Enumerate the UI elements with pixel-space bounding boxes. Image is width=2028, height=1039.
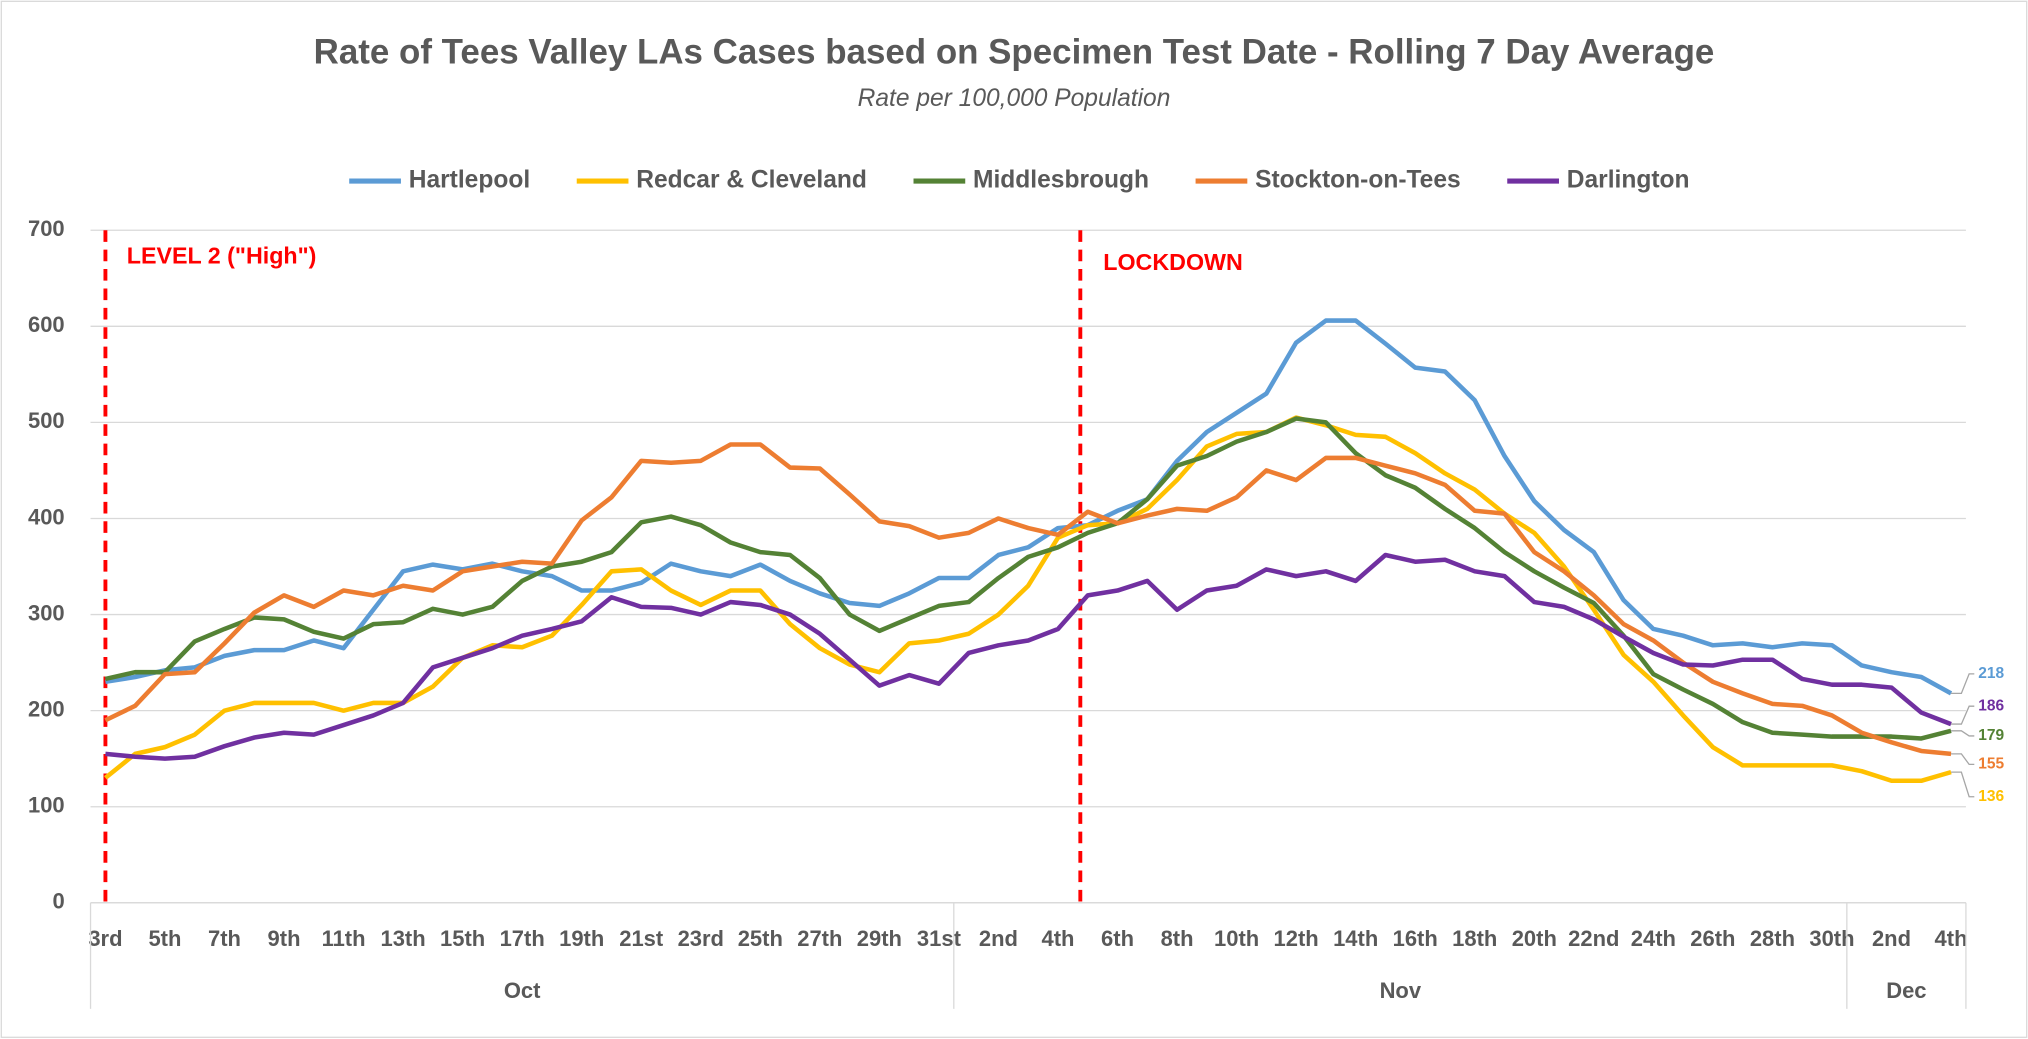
- x-tick-label: 30th: [1809, 926, 1854, 951]
- legend-label: Stockton-on-Tees: [1255, 167, 1461, 194]
- series-line: [103, 415, 1952, 784]
- legend-label: Middlesbrough: [973, 167, 1149, 194]
- data-label: 186: [1978, 697, 2004, 714]
- series-line: [105, 318, 1953, 696]
- y-tick-label: 300: [28, 600, 65, 625]
- x-tick-label: 2nd: [1872, 926, 1911, 951]
- series-line: [105, 552, 1952, 761]
- x-tick-label: 16th: [1393, 926, 1438, 951]
- x-tick-label: 25th: [738, 926, 783, 951]
- x-tick-label: 17th: [500, 926, 545, 951]
- x-tick-label: 9th: [268, 926, 301, 951]
- chart-subtitle: Rate per 100,000 Population: [858, 85, 1171, 112]
- leader-line: [1951, 673, 1975, 694]
- x-tick-label: 3rd: [88, 926, 122, 951]
- data-label: 155: [1978, 755, 2004, 772]
- y-tick-label: 400: [28, 504, 65, 529]
- x-tick-label: 10th: [1214, 926, 1259, 951]
- x-group-label: Nov: [1380, 978, 1422, 1003]
- annotation: LOCKDOWN: [1103, 249, 1243, 275]
- x-tick-label: 8th: [1161, 926, 1194, 951]
- y-tick-label: 100: [28, 793, 65, 818]
- x-tick-label: 7th: [208, 926, 241, 951]
- legend-label: Darlington: [1567, 167, 1690, 194]
- legend-label: Redcar & Cleveland: [636, 167, 867, 194]
- x-tick-label: 24th: [1631, 926, 1676, 951]
- leader-line: [1951, 730, 1975, 737]
- chart-title: Rate of Tees Valley LAs Cases based on S…: [314, 33, 1715, 72]
- series-line: [104, 442, 1952, 757]
- y-tick-label: 700: [28, 216, 65, 241]
- x-tick-label: 4th: [1042, 926, 1075, 951]
- data-label: 179: [1978, 727, 2004, 744]
- y-tick-label: 500: [28, 408, 65, 433]
- x-tick-label: 5th: [148, 926, 181, 951]
- y-tick-label: 600: [28, 312, 65, 337]
- x-group-label: Dec: [1886, 978, 1926, 1003]
- x-tick-label: 6th: [1101, 926, 1134, 951]
- legend-label: Hartlepool: [409, 167, 530, 194]
- x-tick-label: 20th: [1512, 926, 1557, 951]
- leader-line: [1951, 753, 1975, 766]
- series-line: [104, 416, 1952, 741]
- x-tick-label: 31st: [917, 926, 962, 951]
- x-tick-label: 19th: [559, 926, 604, 951]
- x-group-label: Oct: [504, 978, 541, 1003]
- annotation: LEVEL 2 ("High"): [127, 243, 317, 269]
- data-label: 136: [1978, 788, 2004, 805]
- x-tick-label: 26th: [1690, 926, 1735, 951]
- x-tick-label: 27th: [797, 926, 842, 951]
- data-label: 218: [1978, 665, 2004, 682]
- x-tick-label: 15th: [440, 926, 485, 951]
- legend: Hartlepool Redcar & Cleveland Middlesbroug…: [349, 167, 1690, 194]
- x-tick-label: 28th: [1750, 926, 1795, 951]
- x-tick-label: 23rd: [678, 926, 724, 951]
- x-tick-label: 4th: [1935, 926, 1968, 951]
- leader-line: [1951, 705, 1975, 725]
- x-tick-label: 13th: [381, 926, 426, 951]
- y-tick-label: 0: [52, 889, 64, 914]
- x-tick-label: 18th: [1452, 926, 1497, 951]
- x-tick-label: 2nd: [979, 926, 1018, 951]
- x-tick-label: 22nd: [1568, 926, 1619, 951]
- x-tick-label: 11th: [322, 926, 366, 951]
- x-tick-label: 14th: [1333, 926, 1378, 951]
- x-tick-label: 21st: [619, 926, 664, 951]
- leader-line: [1951, 771, 1975, 798]
- x-tick-label: 12th: [1274, 926, 1319, 951]
- x-tick-label: 29th: [857, 926, 902, 951]
- y-tick-label: 200: [28, 696, 65, 721]
